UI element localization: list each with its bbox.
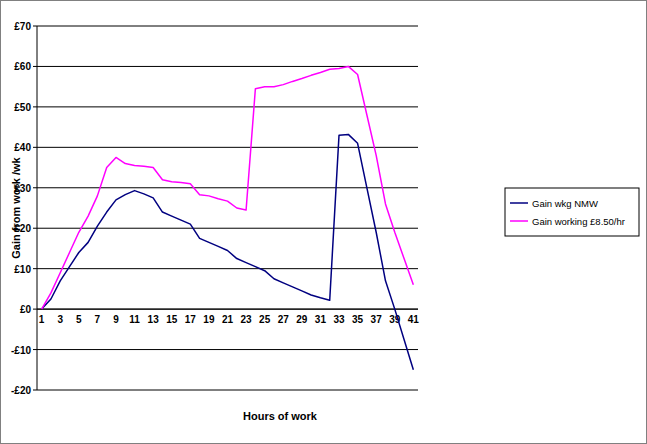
y-tick <box>33 26 37 27</box>
x-tick-label: 33 <box>333 314 345 325</box>
grid-line <box>37 26 418 27</box>
x-tick-label: 15 <box>166 314 178 325</box>
x-tick-label: 17 <box>185 314 197 325</box>
y-tick <box>33 228 37 229</box>
y-tick <box>33 309 37 310</box>
legend-box <box>505 188 639 236</box>
grid-line <box>37 268 418 269</box>
legend-label: Gain working £8.50/hr <box>532 216 625 227</box>
y-tick <box>33 147 37 148</box>
legend-label: Gain wkg NMW <box>532 198 598 209</box>
y-tick-label: £50 <box>14 102 31 113</box>
y-tick <box>33 349 37 350</box>
x-tick-label: 13 <box>148 314 160 325</box>
grid-line <box>37 309 418 310</box>
x-axis-title: Hours of work <box>243 410 318 422</box>
x-tick-label: 25 <box>259 314 271 325</box>
x-tick-label: 21 <box>222 314 234 325</box>
x-tick-label: 37 <box>371 314 383 325</box>
grid-line <box>37 147 418 148</box>
grid-line <box>37 228 418 229</box>
y-tick <box>33 390 37 391</box>
x-tick-label: 27 <box>278 314 290 325</box>
x-tick-label: 23 <box>241 314 253 325</box>
grid-line <box>37 349 418 350</box>
y-tick <box>33 187 37 188</box>
x-tick-label: 11 <box>129 314 140 325</box>
x-tick-label: 3 <box>57 314 63 325</box>
x-tick-label: 41 <box>408 314 420 325</box>
chart-border <box>1 1 647 444</box>
chart: -£20-£10£0£10£20£30£40£50£60£70135791113… <box>0 0 647 444</box>
y-tick-label: £70 <box>14 21 31 32</box>
x-tick-label: 19 <box>203 314 215 325</box>
grid-line <box>37 106 418 107</box>
series-line <box>42 134 414 369</box>
x-tick-label: 1 <box>39 314 45 325</box>
plot-area <box>42 66 414 369</box>
y-axis-title: Gain from work /wk <box>10 156 22 258</box>
x-axis <box>37 309 418 310</box>
grid-line <box>37 66 418 67</box>
y-tick-label: £40 <box>14 142 31 153</box>
y-tick <box>33 268 37 269</box>
series-line <box>42 66 414 309</box>
y-tick-label: £60 <box>14 61 31 72</box>
x-tick-label: 31 <box>315 314 327 325</box>
x-tick-label: 9 <box>113 314 119 325</box>
chart-wrap: -£20-£10£0£10£20£30£40£50£60£70135791113… <box>0 0 647 444</box>
legend-swatch <box>510 220 528 222</box>
x-tick-label: 7 <box>95 314 101 325</box>
legend-swatch <box>510 202 528 204</box>
y-tick-label: £0 <box>20 304 32 315</box>
y-tick-label: £10 <box>14 264 31 275</box>
y-tick <box>33 66 37 67</box>
x-tick-label: 29 <box>296 314 308 325</box>
grid-line <box>37 187 418 188</box>
y-tick <box>33 106 37 107</box>
grid-line <box>37 390 418 391</box>
x-tick-label: 35 <box>352 314 364 325</box>
x-tick-label: 5 <box>76 314 82 325</box>
y-tick-label: -£20 <box>11 385 31 396</box>
y-tick-label: -£10 <box>11 345 31 356</box>
y-axis <box>37 26 38 390</box>
